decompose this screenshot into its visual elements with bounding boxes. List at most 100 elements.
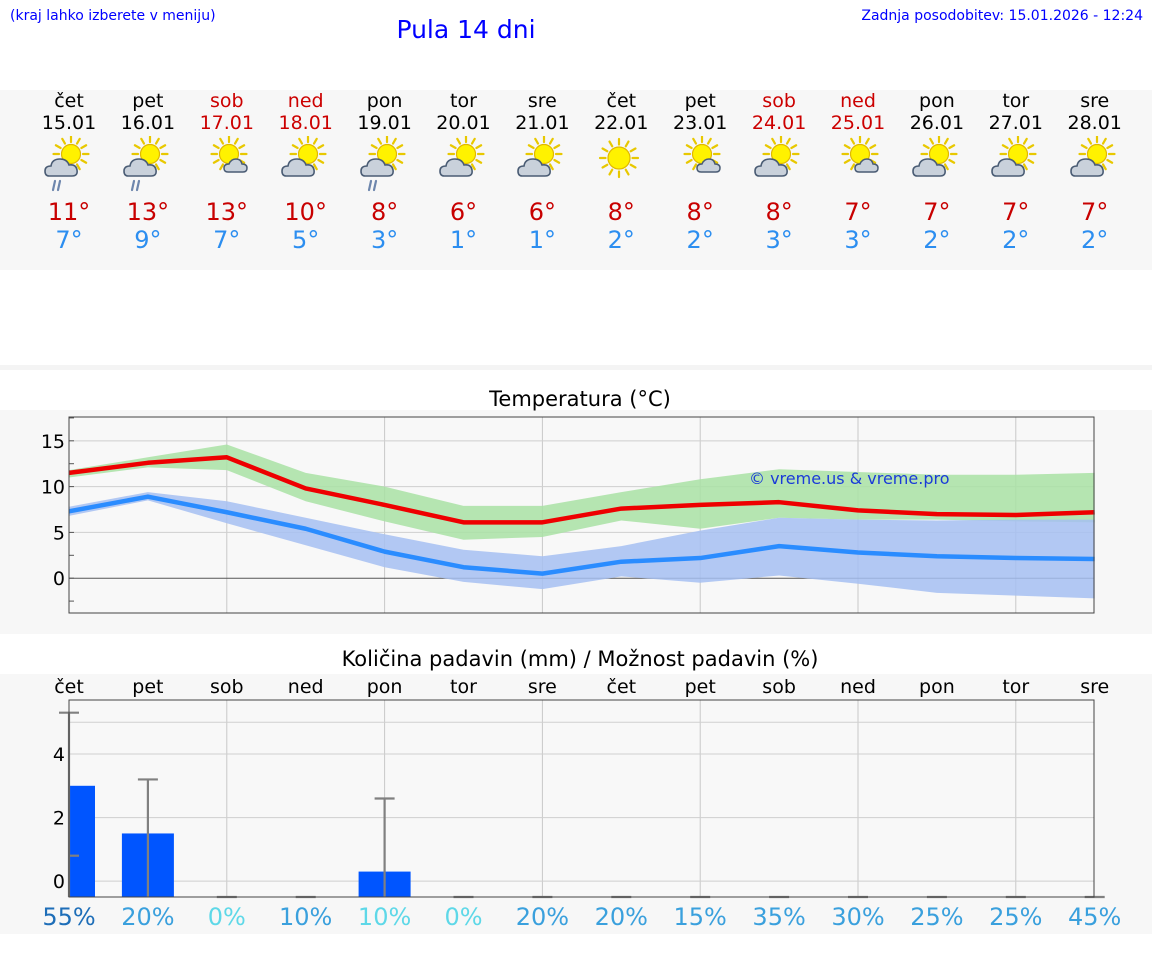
- day-name: pon: [366, 90, 403, 112]
- max-temperature: 8°: [370, 198, 399, 226]
- day-name: sob: [762, 90, 796, 112]
- min-temperature: 9°: [134, 226, 162, 254]
- precipitation-probability: 20%: [121, 903, 175, 931]
- precipitation-day-label: ned: [287, 676, 324, 698]
- max-temperature: 7°: [844, 198, 872, 226]
- precipitation-day-label: tor: [450, 676, 477, 698]
- precipitation-probability: 30%: [831, 903, 885, 931]
- precipitation-probability: 0%: [207, 903, 246, 931]
- sun-small-cloud-icon: [832, 135, 882, 198]
- plot-border: [68, 416, 1095, 614]
- day-date: 20.01: [436, 112, 491, 134]
- day-name: pet: [684, 90, 716, 112]
- max-temperature: 6°: [528, 198, 557, 226]
- region-note: (kraj lahko izberete v meniju): [10, 8, 216, 24]
- y-tick-label: 2: [53, 808, 65, 830]
- max-temperature: 13°: [126, 198, 170, 226]
- sun-cloud-icon: [1069, 135, 1119, 198]
- precipitation-day-label: sob: [762, 676, 796, 698]
- min-temperature-line: [68, 494, 1095, 576]
- precipitation-probability: 45%: [1068, 903, 1122, 931]
- y-tick-label: 0: [53, 568, 65, 590]
- day-date: 16.01: [120, 112, 176, 134]
- max-temperature: 13°: [205, 198, 249, 226]
- precipitation-day-label: pon: [919, 676, 955, 698]
- min-temperature-range: [69, 492, 1095, 599]
- day-name: čet: [54, 90, 84, 112]
- min-temperature: 2°: [1081, 226, 1109, 254]
- min-temperature: 3°: [765, 226, 793, 254]
- max-temperature-line: [68, 455, 1095, 525]
- day-date: 28.01: [1067, 112, 1122, 134]
- precipitation-day-label: čet: [54, 676, 84, 698]
- precipitation-bar: [69, 785, 95, 897]
- day-date: 27.01: [988, 112, 1043, 134]
- day-name: pet: [132, 90, 164, 112]
- sun-cloud-rain-icon: [43, 135, 93, 198]
- day-name: tor: [1002, 90, 1030, 112]
- min-temperature: 3°: [844, 226, 872, 254]
- sun-cloud-icon: [280, 135, 330, 198]
- precipitation-probability: 0%: [444, 903, 483, 931]
- min-temperature: 2°: [923, 226, 951, 254]
- day-date: 18.01: [278, 112, 333, 134]
- max-temperature: 7°: [923, 198, 951, 226]
- day-date: 17.01: [199, 112, 254, 134]
- sun-cloud-icon: [753, 135, 803, 198]
- plot-area: [69, 700, 1094, 897]
- min-temperature: 2°: [1002, 226, 1030, 254]
- y-tick-label: 0: [53, 871, 65, 893]
- day-name: čet: [606, 90, 637, 112]
- day-name: sre: [1080, 90, 1110, 112]
- sun-small-cloud-icon: [674, 135, 724, 198]
- day-date: 21.01: [515, 112, 570, 134]
- max-temperature: 7°: [1002, 198, 1030, 226]
- precipitation-day-label: čet: [606, 676, 637, 698]
- precipitation-probability: 25%: [989, 903, 1043, 931]
- section-divider: [0, 365, 1152, 370]
- day-date: 23.01: [672, 112, 728, 134]
- precipitation-probability: 20%: [515, 903, 570, 931]
- max-temperature: 8°: [607, 198, 635, 226]
- precipitation-probability: 10%: [279, 903, 333, 931]
- min-temperature: 3°: [370, 226, 399, 254]
- precipitation-day-label: ned: [840, 676, 876, 698]
- page-title: Pula 14 dni: [396, 15, 536, 44]
- day-date: 19.01: [357, 112, 412, 134]
- max-temperature: 8°: [686, 198, 714, 226]
- day-date: 26.01: [909, 112, 965, 134]
- precipitation-day-label: sre: [527, 676, 557, 698]
- day-name: sob: [210, 90, 244, 112]
- day-date: 15.01: [41, 112, 97, 134]
- min-temperature: 1°: [449, 226, 478, 254]
- day-date: 25.01: [830, 112, 886, 134]
- min-temperature: 7°: [55, 226, 83, 254]
- watermark: © vreme.us & vreme.pro: [749, 469, 950, 488]
- y-tick-label: 5: [53, 522, 65, 544]
- sun-cloud-icon: [516, 135, 566, 198]
- min-temperature: 5°: [292, 226, 320, 254]
- max-temperature-range: [69, 444, 1095, 540]
- precipitation-day-label: pet: [684, 676, 716, 698]
- day-name: tor: [450, 90, 477, 112]
- temperature-chart-title: Temperatura (°C): [489, 387, 671, 411]
- y-tick-label: 4: [53, 744, 65, 766]
- max-temperature: 10°: [284, 198, 327, 226]
- min-temperature: 7°: [213, 226, 241, 254]
- min-temperature: 2°: [607, 226, 635, 254]
- max-temperature: 6°: [449, 198, 478, 226]
- precipitation-day-label: sre: [1080, 676, 1110, 698]
- day-name: pon: [919, 90, 955, 112]
- sun-cloud-rain-icon: [122, 135, 172, 198]
- sun-cloud-rain-icon: [359, 135, 409, 198]
- precipitation-chart-title: Količina padavin (mm) / Možnost padavin …: [341, 647, 819, 671]
- plot-border: [68, 699, 1095, 898]
- sun-small-cloud-icon: [201, 135, 251, 198]
- min-temperature: 2°: [686, 226, 714, 254]
- y-tick-label: 10: [41, 477, 65, 499]
- precipitation-probability: 35%: [752, 903, 806, 931]
- precipitation-probability: 55%: [42, 903, 96, 931]
- day-date: 24.01: [751, 112, 807, 134]
